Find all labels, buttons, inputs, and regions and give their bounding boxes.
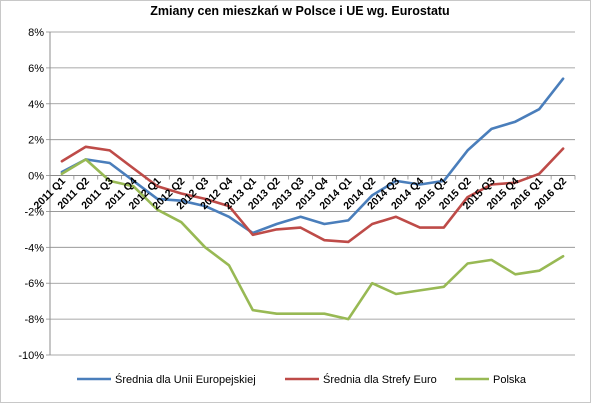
series-line	[60, 145, 565, 244]
legend-label: Polska	[493, 374, 527, 386]
chart-title: Zmiany cen mieszkań w Polsce i UE wg. Eu…	[150, 4, 449, 18]
y-tick-label: -6%	[24, 278, 44, 290]
y-tick-label: -8%	[24, 314, 44, 326]
y-tick-label: 0%	[28, 171, 44, 183]
y-tick-label: -10%	[18, 350, 44, 362]
y-tick-label: 2%	[28, 135, 44, 147]
y-tick-label: 6%	[28, 63, 44, 75]
y-tick-label: -2%	[24, 206, 44, 218]
legend-label: Średnia dla Strefy Euro	[323, 373, 437, 386]
axes	[46, 31, 576, 356]
y-tick-label: 4%	[28, 99, 44, 111]
legend-label: Średnia dla Unii Europejskiej	[115, 373, 256, 386]
y-axis-ticks: 8% 6% 4% 2% 0% -2% -4% -6% -8% -10%	[18, 27, 44, 362]
y-tick-label: -4%	[24, 242, 44, 254]
series-line	[60, 158, 565, 321]
series-line	[60, 77, 565, 235]
y-tick-label: 8%	[28, 27, 44, 39]
legend: Średnia dla Unii Europejskiej Średnia dla…	[77, 373, 527, 386]
series-lines	[60, 77, 565, 321]
